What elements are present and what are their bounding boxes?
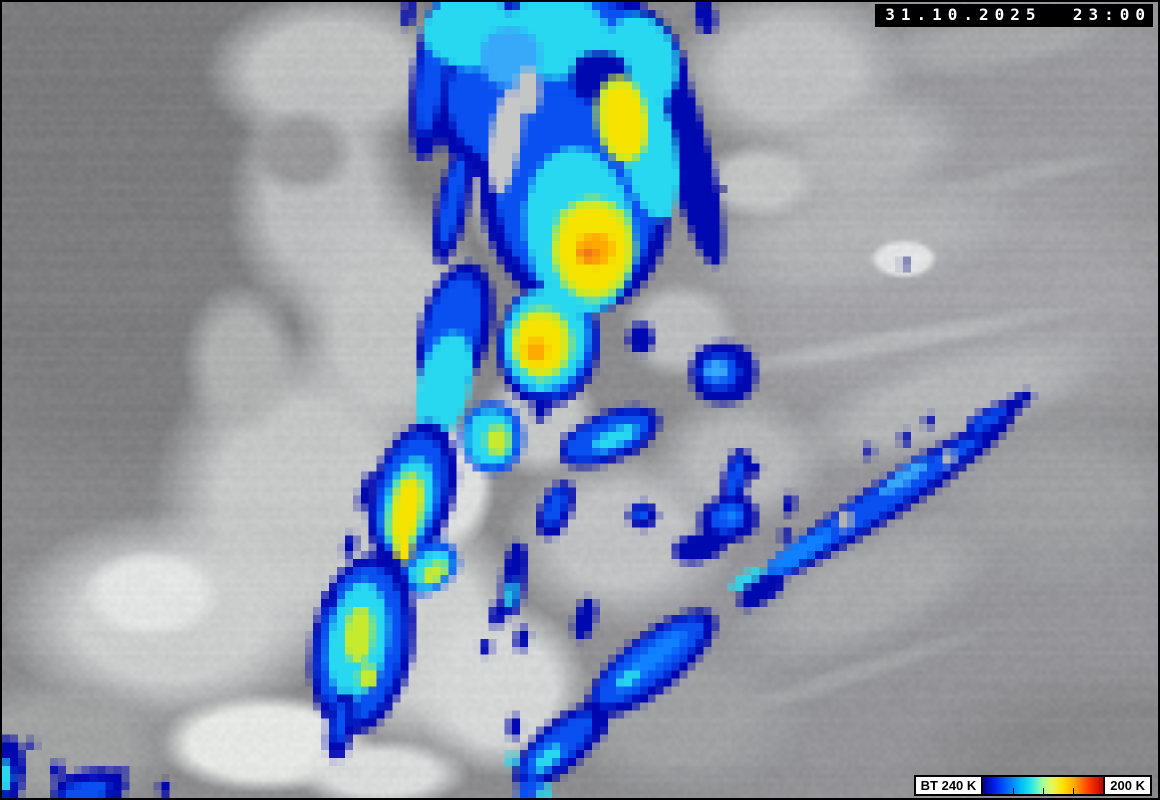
colorbar-min-label: BT 240 K	[920, 778, 977, 793]
colorbar-tick	[1013, 788, 1015, 794]
colorbar-max-label: 200 K	[1110, 778, 1145, 793]
colorbar-gradient	[981, 777, 1106, 794]
colorbar-legend: BT 240 K 200 K	[913, 775, 1152, 796]
timestamp: 31.10.2025 23:00	[875, 4, 1153, 27]
colorbar-tick	[1043, 788, 1045, 794]
colorbar-tick	[1073, 788, 1075, 794]
